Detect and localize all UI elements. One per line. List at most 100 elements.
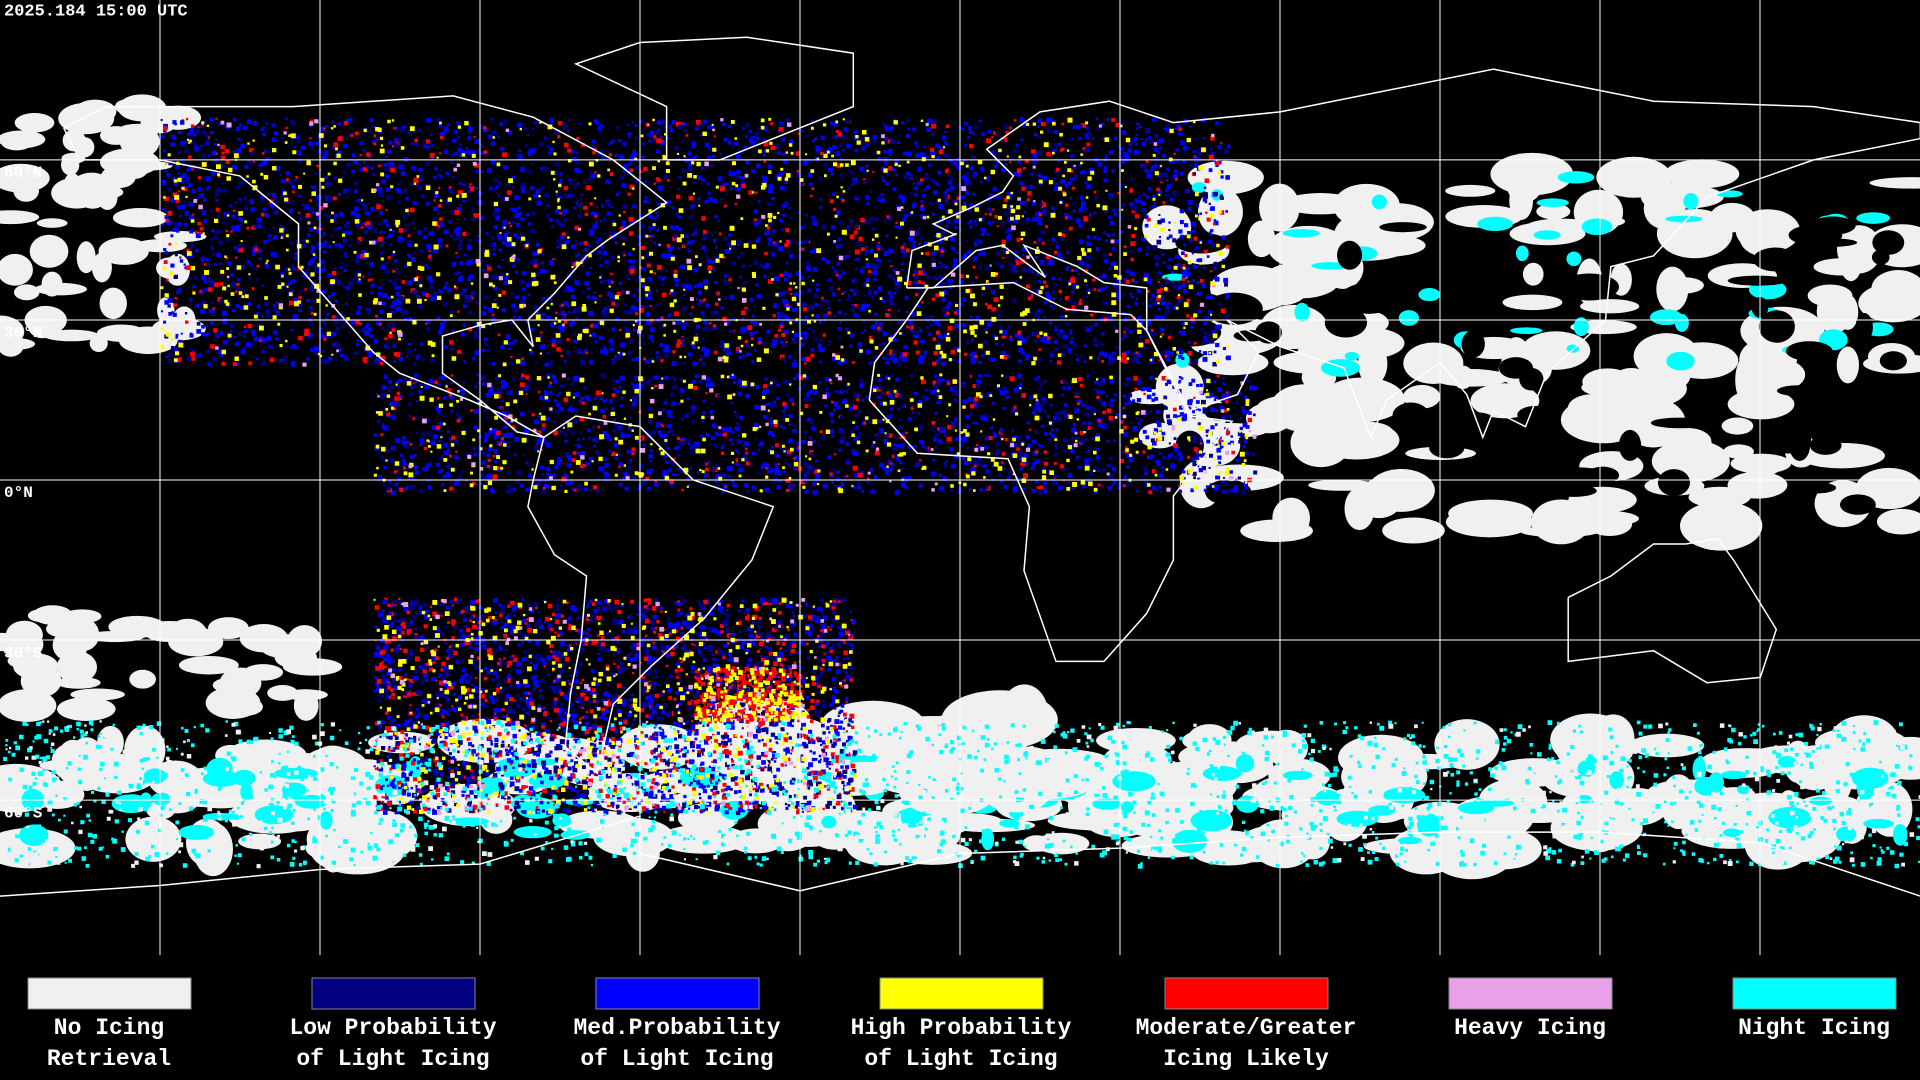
cloud [70,622,94,643]
cloud [72,184,124,201]
cloud [1785,341,1833,361]
cloud [0,253,33,286]
cloud [1856,212,1891,224]
cloud [1580,299,1640,314]
legend-label: Med.Probability [573,1015,780,1041]
legend: No Icing Retrieval Low Probability of Light… [27,977,1897,1072]
cloud [1428,824,1516,880]
cloud [1,629,44,660]
cloud [1635,430,1667,446]
cloud [1576,794,1592,804]
cloud [961,692,1053,734]
cloud [1398,836,1422,845]
cloud [1720,770,1747,780]
cloud [1757,454,1782,475]
cloud [1522,262,1544,286]
cloud [62,609,102,624]
cloud [1344,351,1359,361]
cloud [1536,203,1571,220]
coastline [905,68,1920,440]
cloud [1720,748,1785,762]
cloud [155,105,202,130]
cloud [156,257,183,279]
cloud [1813,258,1871,276]
cloud [1649,309,1683,326]
cloud [0,130,46,149]
cloud [1609,771,1624,790]
cloud [1657,469,1690,497]
cloud [244,752,332,771]
coastline [63,95,668,439]
cloud [1666,351,1695,371]
cloud [1138,422,1181,449]
cloud [1776,385,1823,397]
cloud [0,337,36,351]
cloud [1892,823,1908,846]
cloud [1202,766,1242,782]
legend-swatch [595,977,760,1010]
legend-label: High Probability [851,1015,1072,1041]
legend-swatch [27,977,192,1010]
cloud [243,664,284,681]
icing-pixels [160,117,1258,816]
cloud [1382,517,1445,544]
cloud [267,685,298,701]
cloud [334,814,380,868]
cloud [1727,275,1788,286]
cloud [1445,506,1534,538]
legend-label: Retrieval [47,1046,171,1072]
cloud [99,287,127,320]
cloud [1536,198,1569,208]
cloud [98,237,149,265]
cloud [319,811,333,830]
legend-swatch [311,977,476,1010]
legend-label: No Icing [54,1015,164,1041]
coastline [1567,537,1778,684]
cloud [1439,459,1467,488]
cloud [153,231,207,243]
cloud [1337,240,1363,270]
cloud [1798,238,1858,248]
cloud [1723,444,1754,459]
cloud [1403,342,1464,384]
map-bottom [0,955,1920,1080]
cloud [70,688,125,701]
cloud [43,329,100,342]
cloud [1810,216,1856,235]
cloud [1553,512,1597,536]
cloud [1879,287,1920,318]
cloud [1371,194,1387,210]
cloud [124,330,167,343]
cloud [1618,429,1642,461]
cloud [1789,429,1811,461]
cloud [1490,152,1574,196]
legend-swatch [1448,977,1613,1010]
cloud [490,732,568,748]
cloud [1461,330,1485,358]
cloud [890,732,966,762]
cloud [1559,273,1620,301]
legend-label: Moderate/Greater [1136,1015,1357,1041]
cloud [1182,730,1221,751]
cloud [56,651,98,684]
cloud [27,313,57,339]
cloud [125,816,182,862]
cloud [157,296,175,324]
cloud [1727,471,1788,499]
legend-swatch [1164,977,1329,1010]
cloud [1358,341,1388,386]
cloud [1112,771,1156,792]
cloud [1022,835,1051,852]
latitude-label: 0°N [4,484,33,502]
cloud [1429,437,1465,459]
cloud [1809,435,1842,455]
cloud [1461,372,1487,385]
cloud [1694,776,1720,796]
cloud [1573,317,1589,337]
cloud [36,218,68,228]
cloud [32,605,73,625]
cloud [13,284,40,301]
cloud [1315,789,1340,806]
